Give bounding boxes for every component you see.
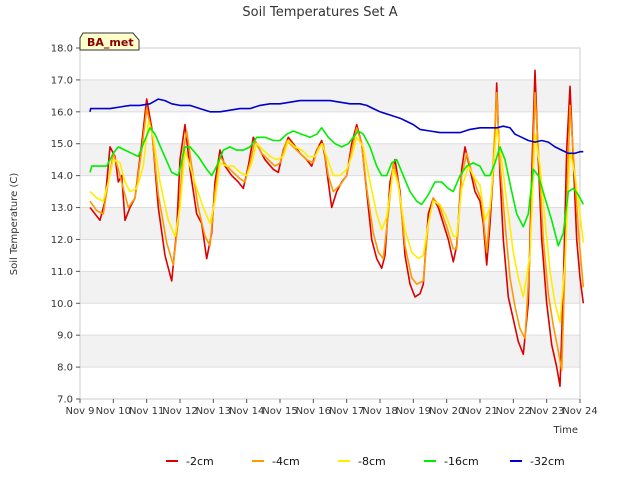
badge-label: BA_met — [87, 36, 134, 49]
legend-label: -4cm — [272, 455, 300, 468]
x-tick-label: Nov 23 — [529, 406, 564, 417]
y-tick-label: 15.0 — [51, 139, 73, 150]
y-tick-label: 16.0 — [51, 107, 73, 118]
legend-label: -2cm — [186, 455, 214, 468]
chart-title: Soil Temperatures Set A — [242, 5, 397, 20]
y-tick-label: 11.0 — [51, 267, 73, 278]
badge-box — [79, 32, 140, 51]
y-tick-label: 14.0 — [51, 171, 73, 182]
legend-label: -32cm — [530, 455, 565, 468]
x-tick-label: Nov 9 — [65, 406, 94, 417]
x-tick-label: Nov 10 — [96, 406, 131, 417]
series-line-minus-8cm — [89, 120, 585, 324]
x-tick-label: Nov 16 — [296, 406, 331, 417]
y-tick-label: 9.0 — [57, 331, 73, 342]
x-tick-label: Nov 19 — [396, 406, 431, 417]
plot-band — [80, 271, 580, 304]
series-line-minus-16cm — [89, 127, 585, 247]
x-tick-label: Nov 15 — [262, 406, 297, 417]
y-axis-label: Soil Temperature (C) — [9, 173, 20, 276]
series-line-minus-32cm — [89, 98, 584, 155]
x-axis-label: Time — [553, 425, 578, 436]
y-tick-label: 18.0 — [51, 44, 73, 55]
plot-band — [80, 79, 580, 112]
y-tick-label: 13.0 — [51, 203, 73, 214]
x-tick-label: Nov 11 — [129, 406, 164, 417]
y-tick-label: 17.0 — [51, 75, 73, 86]
x-tick-label: Nov 12 — [162, 406, 197, 417]
plot-band — [80, 335, 580, 368]
legend: -2cm -4cm -8cm -16cm -32cm — [166, 455, 565, 468]
legend-label: -16cm — [444, 455, 479, 468]
x-tick-label: Nov 17 — [329, 406, 364, 417]
y-tick-label: 10.0 — [51, 299, 73, 310]
legend-label: -8cm — [358, 455, 386, 468]
x-tick-label: Nov 22 — [496, 406, 531, 417]
y-tick-label: 8.0 — [57, 363, 73, 374]
x-tick-label: Nov 13 — [196, 406, 231, 417]
x-tick-label: Nov 20 — [429, 406, 464, 417]
x-tick-label: Nov 24 — [562, 406, 597, 417]
x-tick-label: Nov 18 — [362, 406, 397, 417]
y-tick-label: 7.0 — [57, 395, 73, 406]
x-tick-label: Nov 14 — [229, 406, 264, 417]
y-tick-label: 12.0 — [51, 235, 73, 246]
plot-border — [79, 47, 581, 400]
y-axis-ticks: 7.0 8.0 9.0 10.0 11.0 12.0 13.0 14.0 15.0 16.0 17.… — [51, 44, 80, 406]
x-tick-label: Nov 21 — [462, 406, 497, 417]
station-badge: BA_met — [79, 32, 140, 51]
series-lines — [89, 69, 585, 388]
